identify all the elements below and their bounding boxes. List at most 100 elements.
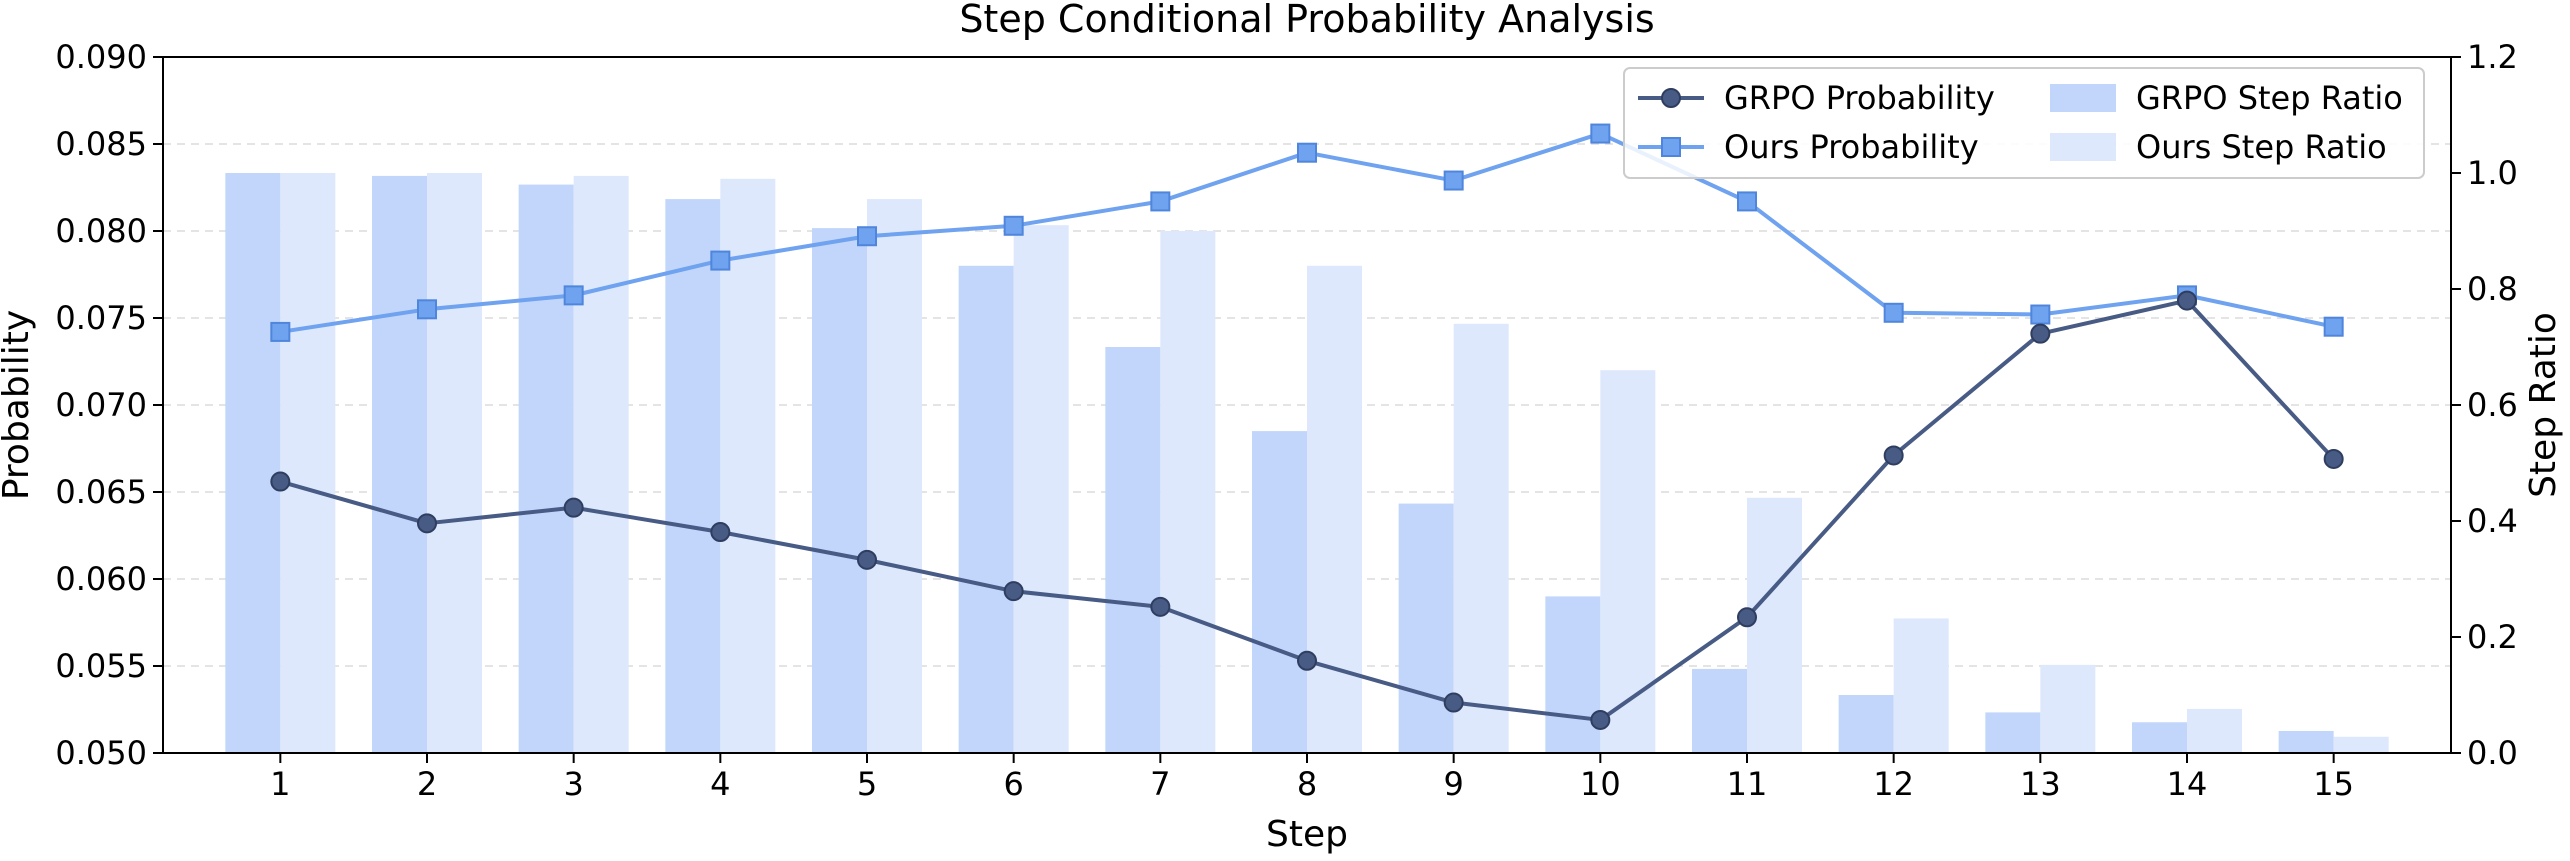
- point-ours-probability: [1003, 215, 1024, 236]
- bar-ours-step-ratio: [1893, 618, 1949, 753]
- bar-ours-step-ratio: [1600, 370, 1656, 753]
- x-tick-label: 14: [2167, 765, 2208, 803]
- x-tick-label: 6: [1003, 765, 1023, 803]
- point-ours-probability: [563, 285, 584, 306]
- right-axis-title: Step Ratio: [2523, 312, 2564, 498]
- legend-label: GRPO Probability: [1724, 79, 1995, 117]
- point-grpo-probability: [2323, 448, 2344, 469]
- left-tick-label: 0.080: [55, 212, 147, 250]
- point-grpo-probability: [710, 522, 731, 543]
- point-grpo-probability: [1150, 596, 1171, 617]
- legend-marker-circle: [1661, 88, 1681, 108]
- x-tick-label: 9: [1443, 765, 1463, 803]
- bar-grpo-step-ratio: [1105, 347, 1161, 753]
- point-grpo-probability: [1590, 709, 1611, 730]
- left-tick-label: 0.070: [55, 386, 147, 424]
- left-tick-label: 0.085: [55, 125, 147, 163]
- point-grpo-probability: [417, 513, 437, 534]
- bar-grpo-step-ratio: [958, 265, 1014, 753]
- bar-ours-step-ratio: [2040, 664, 2096, 753]
- point-ours-probability: [857, 226, 877, 247]
- bar-grpo-step-ratio: [665, 199, 721, 754]
- x-tick-label: 15: [2313, 765, 2354, 803]
- right-tick-label: 0.2: [2467, 618, 2518, 656]
- bar-grpo-step-ratio: [1838, 695, 1894, 753]
- bar-grpo-step-ratio: [518, 184, 574, 754]
- point-ours-probability: [1297, 142, 1317, 163]
- left-tick-label: 0.090: [55, 38, 147, 76]
- legend-bar-swatch: [2050, 133, 2116, 161]
- bar-ours-step-ratio: [1013, 225, 1069, 753]
- point-grpo-probability: [1737, 607, 1757, 628]
- point-ours-probability: [710, 250, 731, 271]
- point-grpo-probability: [1297, 650, 1317, 671]
- left-tick-label: 0.055: [55, 647, 147, 685]
- bar-grpo-step-ratio: [2278, 730, 2334, 753]
- point-ours-probability: [417, 299, 437, 320]
- legend-label: Ours Probability: [1724, 128, 1979, 166]
- point-ours-probability: [270, 321, 291, 342]
- right-tick-label: 1.2: [2467, 38, 2518, 76]
- legend-label: Ours Step Ratio: [2136, 128, 2387, 166]
- point-ours-probability: [1737, 191, 1757, 212]
- x-axis: 1 2 3 4 5 6 7 8 9 10 11 12 13 14 15: [270, 753, 2354, 803]
- right-axis: 0.0 0.2 0.4 0.6 0.8 1.0 1.2: [2451, 38, 2518, 772]
- right-tick-label: 0.0: [2467, 734, 2518, 772]
- bar-ours-step-ratio: [867, 199, 922, 754]
- point-grpo-probability: [2177, 290, 2197, 311]
- bar-grpo-step-ratio: [1398, 503, 1454, 753]
- legend: GRPO Probability Ours Probability GRPO Ste…: [1623, 67, 2425, 179]
- point-grpo-probability: [563, 497, 584, 518]
- x-tick-label: 8: [1297, 765, 1317, 803]
- point-grpo-probability: [2030, 323, 2051, 344]
- right-tick-label: 1.0: [2467, 154, 2518, 192]
- point-ours-probability: [1150, 191, 1171, 212]
- point-grpo-probability: [857, 549, 877, 570]
- bar-ours-step-ratio: [1160, 231, 1216, 753]
- left-tick-label: 0.075: [55, 299, 147, 337]
- legend-bar-swatch: [2050, 84, 2116, 112]
- left-axis-title: Probability: [0, 310, 37, 500]
- point-ours-probability: [1443, 170, 1464, 191]
- right-tick-label: 0.4: [2467, 502, 2518, 540]
- x-tick-label: 3: [563, 765, 583, 803]
- left-tick-label: 0.050: [55, 734, 147, 772]
- bar-ours-step-ratio: [720, 178, 776, 754]
- bar-layer: [225, 173, 2389, 754]
- bar-ours-step-ratio: [280, 173, 336, 753]
- legend-label: GRPO Step Ratio: [2136, 79, 2403, 117]
- x-tick-label: 1: [270, 765, 290, 803]
- right-tick-label: 0.8: [2467, 270, 2518, 308]
- right-tick-label: 0.6: [2467, 386, 2518, 424]
- x-tick-label: 13: [2020, 765, 2061, 803]
- x-tick-label: 7: [1150, 765, 1170, 803]
- point-grpo-probability: [1883, 445, 1904, 466]
- x-tick-label: 4: [710, 765, 730, 803]
- bar-ours-step-ratio: [2333, 736, 2389, 753]
- legend-marker-square: [1661, 137, 1681, 157]
- point-ours-probability: [1883, 302, 1904, 323]
- x-axis-title: Step: [1266, 814, 1348, 855]
- bar-ours-step-ratio: [1747, 497, 1802, 753]
- left-tick-label: 0.060: [55, 560, 147, 598]
- point-grpo-probability: [1443, 692, 1464, 713]
- x-tick-label: 11: [1727, 765, 1768, 803]
- bar-ours-step-ratio: [573, 175, 629, 753]
- left-tick-label: 0.065: [55, 473, 147, 511]
- x-tick-label: 12: [1873, 765, 1914, 803]
- bar-grpo-step-ratio: [1692, 668, 1747, 753]
- x-tick-label: 5: [857, 765, 877, 803]
- bar-grpo-step-ratio: [2132, 722, 2187, 753]
- bar-grpo-step-ratio: [1545, 596, 1601, 753]
- point-grpo-probability: [270, 471, 291, 492]
- point-ours-probability: [1590, 123, 1611, 144]
- bar-grpo-step-ratio: [812, 228, 867, 754]
- bar-ours-step-ratio: [2187, 708, 2242, 753]
- point-ours-probability: [2323, 316, 2344, 337]
- bar-grpo-step-ratio: [1985, 712, 2041, 753]
- point-grpo-probability: [1003, 581, 1024, 602]
- bar-grpo-step-ratio: [372, 175, 427, 753]
- x-tick-label: 10: [1580, 765, 1621, 803]
